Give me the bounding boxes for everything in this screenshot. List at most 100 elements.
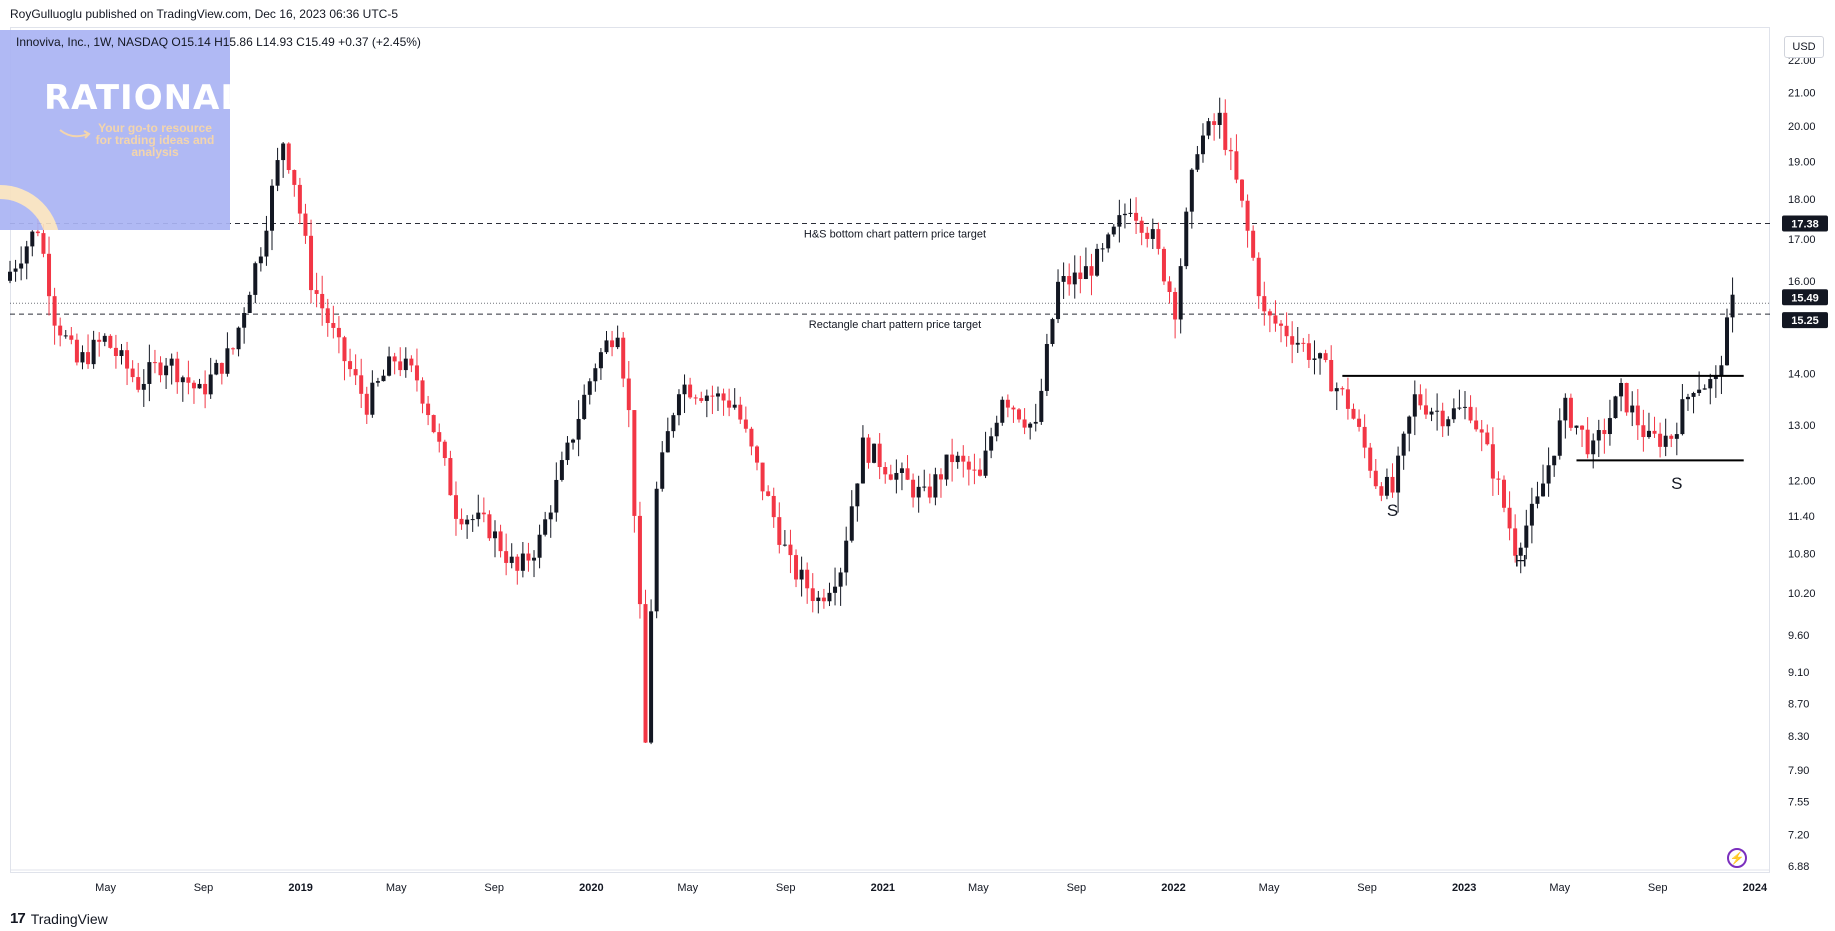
candle[interactable]: [1535, 481, 1540, 509]
candle[interactable]: [442, 439, 447, 466]
candle[interactable]: [481, 497, 486, 523]
candle[interactable]: [1457, 389, 1462, 411]
candle[interactable]: [375, 377, 380, 387]
candle[interactable]: [966, 455, 971, 486]
candle[interactable]: [1318, 352, 1323, 375]
candle[interactable]: [559, 451, 564, 482]
candle[interactable]: [938, 468, 943, 498]
candle[interactable]: [431, 414, 436, 434]
candle[interactable]: [1223, 99, 1228, 156]
candle[interactable]: [314, 272, 319, 308]
candle[interactable]: [504, 533, 509, 576]
candle[interactable]: [1189, 168, 1194, 229]
candle[interactable]: [1117, 199, 1122, 243]
candle[interactable]: [665, 417, 670, 453]
candle[interactable]: [821, 588, 826, 609]
candle[interactable]: [1167, 276, 1172, 304]
candle[interactable]: [660, 441, 665, 492]
candle[interactable]: [1072, 255, 1077, 299]
candle[interactable]: [782, 530, 787, 547]
candle[interactable]: [1423, 388, 1428, 419]
candle[interactable]: [1496, 471, 1501, 496]
currency-button[interactable]: USD: [1784, 36, 1824, 58]
candle[interactable]: [97, 332, 102, 357]
candle[interactable]: [1178, 258, 1183, 334]
candle[interactable]: [1440, 402, 1445, 438]
candle[interactable]: [1585, 417, 1590, 459]
candle[interactable]: [8, 260, 12, 284]
candle[interactable]: [281, 142, 286, 178]
candle[interactable]: [1028, 422, 1033, 440]
candle[interactable]: [827, 582, 832, 607]
candle[interactable]: [113, 334, 118, 369]
candle[interactable]: [1407, 415, 1412, 452]
candle[interactable]: [69, 327, 74, 345]
candle[interactable]: [727, 388, 732, 417]
candle[interactable]: [214, 359, 219, 376]
candle[interactable]: [715, 386, 720, 412]
candle[interactable]: [1234, 134, 1239, 184]
candle[interactable]: [1173, 287, 1178, 339]
candle[interactable]: [1546, 447, 1551, 497]
candle[interactable]: [927, 473, 932, 504]
candle[interactable]: [426, 395, 431, 426]
candle[interactable]: [1078, 255, 1083, 294]
candle[interactable]: [989, 427, 994, 459]
candle[interactable]: [225, 332, 230, 377]
candle[interactable]: [749, 426, 754, 456]
candle[interactable]: [325, 298, 330, 337]
candle[interactable]: [710, 385, 715, 415]
candle[interactable]: [950, 438, 955, 482]
candle[interactable]: [1089, 253, 1094, 296]
candle[interactable]: [136, 362, 141, 393]
candle[interactable]: [125, 341, 130, 386]
candle[interactable]: [1708, 373, 1713, 405]
candle[interactable]: [704, 389, 709, 418]
candle[interactable]: [1061, 262, 1066, 299]
candle[interactable]: [760, 462, 765, 501]
candle[interactable]: [387, 346, 392, 377]
candle[interactable]: [582, 384, 587, 421]
candle[interactable]: [1345, 377, 1350, 420]
candle[interactable]: [548, 505, 553, 538]
candle[interactable]: [1284, 312, 1289, 347]
candle[interactable]: [1507, 491, 1512, 541]
candle[interactable]: [169, 353, 174, 385]
candle[interactable]: [1646, 412, 1651, 439]
candle[interactable]: [911, 473, 916, 508]
candle[interactable]: [888, 464, 893, 481]
candle[interactable]: [58, 317, 63, 347]
candle[interactable]: [1524, 509, 1529, 560]
candle[interactable]: [186, 360, 191, 395]
candle[interactable]: [1150, 218, 1155, 250]
candle[interactable]: [1217, 97, 1222, 139]
candle[interactable]: [1206, 117, 1211, 140]
candle[interactable]: [598, 348, 603, 380]
candle[interactable]: [532, 550, 537, 578]
candle[interactable]: [1228, 137, 1233, 171]
candle[interactable]: [152, 349, 157, 374]
candle[interactable]: [476, 494, 481, 527]
candle[interactable]: [336, 316, 341, 354]
candle[interactable]: [1323, 349, 1328, 363]
candle[interactable]: [292, 169, 297, 197]
candle[interactable]: [894, 459, 899, 494]
candle[interactable]: [1212, 113, 1217, 141]
candle[interactable]: [303, 203, 308, 244]
candle[interactable]: [899, 462, 904, 491]
candle[interactable]: [230, 347, 235, 355]
candle[interactable]: [688, 377, 693, 400]
candle[interactable]: [877, 433, 882, 480]
candle[interactable]: [1039, 378, 1044, 425]
candle[interactable]: [1067, 263, 1072, 296]
candle[interactable]: [1518, 542, 1523, 574]
candle[interactable]: [1312, 340, 1317, 375]
candle[interactable]: [593, 363, 598, 392]
candle[interactable]: [1663, 418, 1668, 457]
candle[interactable]: [392, 352, 397, 375]
candle[interactable]: [1362, 414, 1367, 459]
candle[interactable]: [47, 236, 52, 316]
candle[interactable]: [1396, 446, 1401, 513]
candle[interactable]: [1418, 384, 1423, 410]
